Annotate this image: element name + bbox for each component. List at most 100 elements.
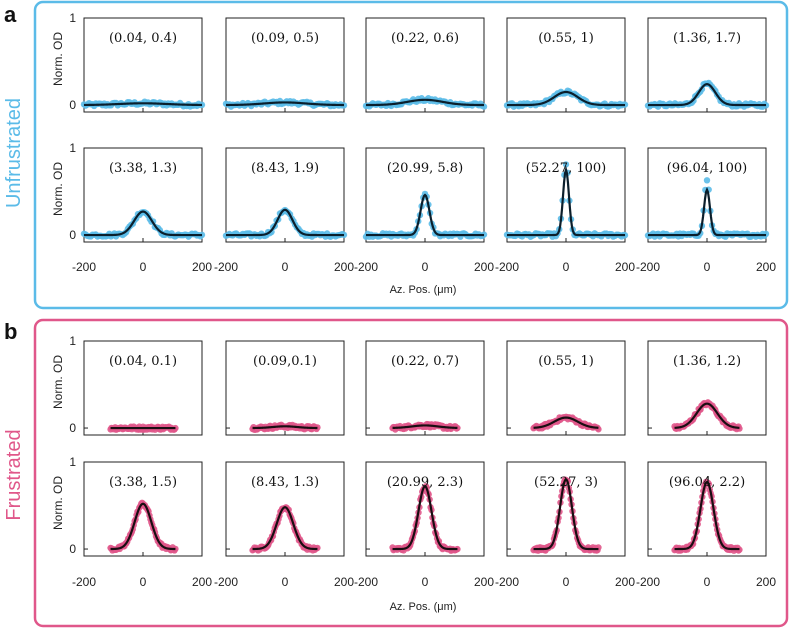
subplot-annotation: (52.27, 100)	[526, 161, 606, 176]
x-tick-label: 200	[334, 575, 354, 589]
y-tick-label: 0	[69, 421, 76, 435]
fit-line	[648, 186, 766, 237]
y-axis-label: Norm. OD	[51, 162, 65, 216]
axes-box	[83, 17, 203, 113]
fit-line	[392, 424, 458, 430]
y-tick-label: 0	[69, 228, 76, 242]
x-tick-label: 0	[422, 260, 429, 274]
subplot-b-8: (20.99, 2.3)	[365, 461, 485, 557]
x-tick-label: 0	[704, 260, 711, 274]
y-axis-label: Norm. OD	[51, 32, 65, 86]
fit-line	[533, 478, 599, 551]
subplot-annotation: (20.99, 2.3)	[387, 475, 463, 490]
axes-box	[225, 340, 345, 436]
axes-box	[365, 17, 485, 113]
panel-side-label-a: Unfrustrated	[3, 98, 25, 208]
panel-letter-b: b	[4, 319, 17, 344]
x-tick-label: -200	[636, 260, 660, 274]
subplot-b-5: (1.36, 1.2)	[647, 340, 767, 436]
y-tick-label: 0	[69, 98, 76, 112]
subplot-a-4: (0.55, 1)	[503, 17, 629, 113]
x-tick-label: 0	[140, 575, 147, 589]
fit-line	[226, 101, 344, 107]
x-tick-label: 0	[282, 575, 289, 589]
axes-box	[506, 17, 626, 113]
axes-box	[225, 17, 345, 113]
subplot-annotation: (0.09,0.1)	[253, 354, 317, 369]
subplot-annotation: (0.22, 0.7)	[391, 354, 459, 369]
x-tick-label: 200	[334, 260, 354, 274]
subplot-b-10: (96.04, 2.2)	[647, 461, 767, 557]
fit-line	[365, 98, 485, 107]
subplot-a-3: (0.22, 0.6)	[362, 17, 488, 113]
fit-line	[84, 210, 202, 237]
y-tick-label: 0	[69, 542, 76, 556]
x-tick-label: 0	[704, 575, 711, 589]
subplot-annotation: (3.38, 1.5)	[109, 475, 177, 490]
axes-box	[225, 147, 345, 243]
y-tick-label: 1	[69, 11, 76, 25]
axes-box	[365, 340, 485, 436]
y-tick-label: 1	[69, 334, 76, 348]
subplot-annotation: (0.09, 0.5)	[251, 31, 319, 46]
subplot-annotation: (8.43, 1.9)	[251, 161, 319, 176]
data-point	[703, 177, 711, 184]
subplot-annotation: (1.36, 1.7)	[673, 31, 741, 46]
fit-line	[674, 402, 740, 429]
x-tick-label: -200	[214, 575, 238, 589]
fit-line	[252, 506, 318, 551]
fit-line	[366, 193, 484, 237]
subplot-b-9: (52.27, 3)	[506, 461, 626, 557]
subplot-b-4: (0.55, 1)	[506, 340, 626, 436]
x-tick-label: 200	[192, 575, 212, 589]
x-tick-label: -200	[495, 260, 519, 274]
x-tick-label: 200	[474, 260, 494, 274]
subplot-annotation: (3.38, 1.3)	[109, 161, 177, 176]
y-tick-label: 1	[69, 455, 76, 469]
x-tick-label: -200	[72, 575, 96, 589]
x-tick-label: 200	[192, 260, 212, 274]
subplot-a-9: (52.27, 100)	[503, 147, 629, 243]
subplot-a-8: (20.99, 5.8)	[362, 147, 488, 243]
subplot-b-3: (0.22, 0.7)	[365, 340, 485, 436]
x-axis-label: Az. Pos. (μm)	[390, 601, 457, 613]
data-point	[562, 161, 570, 168]
x-tick-label: 200	[615, 260, 635, 274]
subplot-annotation: (52.27, 3)	[534, 475, 598, 490]
subplot-annotation: (1.36, 1.2)	[673, 354, 741, 369]
axes-box	[83, 340, 203, 436]
y-tick-label: 1	[69, 141, 76, 155]
x-tick-label: -200	[354, 575, 378, 589]
subplot-annotation: (0.55, 1)	[538, 354, 594, 369]
x-tick-label: 0	[140, 260, 147, 274]
x-tick-label: -200	[72, 260, 96, 274]
x-tick-label: 200	[474, 575, 494, 589]
axes-box	[647, 147, 767, 243]
subplot-annotation: (20.99, 5.8)	[387, 161, 463, 176]
x-tick-label: -200	[354, 260, 378, 274]
subplot-annotation: (0.55, 1)	[538, 31, 594, 46]
fit-line	[252, 425, 318, 430]
subplot-annotation: (96.04, 100)	[667, 161, 747, 176]
fit-line	[110, 502, 176, 551]
fit-line	[507, 165, 625, 237]
fit-line	[674, 480, 740, 551]
subplot-a-7: (8.43, 1.9)	[222, 147, 348, 243]
panel-side-label-b: Frustrated	[3, 429, 25, 520]
x-tick-label: 200	[756, 575, 776, 589]
subplot-annotation: (0.22, 0.6)	[391, 31, 459, 46]
fit-line	[648, 83, 766, 107]
data-point	[454, 424, 461, 432]
subplot-a-5: (1.36, 1.7)	[644, 17, 770, 113]
subplot-a-10: (96.04, 100)	[644, 147, 770, 243]
fit-line	[226, 208, 344, 237]
axes-box	[83, 147, 203, 243]
panel-frame-a	[33, 0, 789, 310]
axes-box	[647, 461, 767, 557]
x-tick-label: -200	[636, 575, 660, 589]
fit-line	[392, 485, 458, 551]
subplot-annotation: (0.04, 0.1)	[109, 354, 177, 369]
subplot-b-7: (8.43, 1.3)	[225, 461, 345, 557]
subplot-b-1: 1 0 Norm. OD (0.04, 0.1)	[51, 334, 203, 436]
